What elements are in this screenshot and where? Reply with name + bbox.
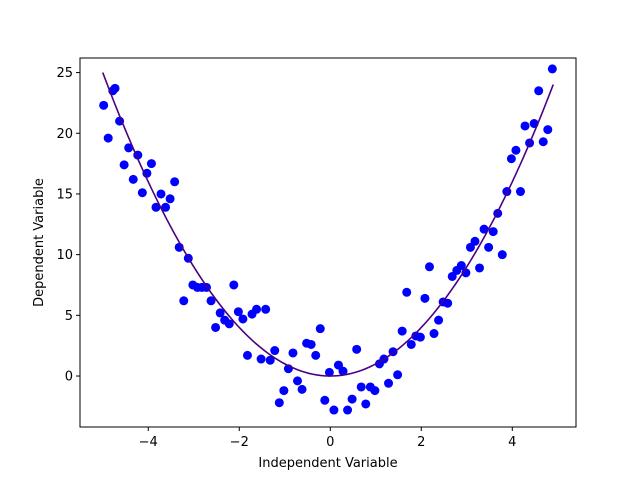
data-point (520, 121, 530, 131)
data-point (288, 348, 298, 358)
data-point (320, 395, 330, 405)
data-point (161, 202, 171, 212)
data-point (511, 145, 521, 155)
x-tick-label: 4 (508, 435, 516, 450)
data-point (488, 227, 498, 237)
data-point (261, 304, 271, 314)
data-point (315, 324, 325, 334)
data-point (156, 189, 166, 199)
data-point (402, 287, 412, 297)
data-point (479, 224, 489, 234)
data-point (443, 298, 453, 308)
data-point (384, 378, 394, 388)
data-point (103, 133, 113, 143)
x-axis-label: Independent Variable (258, 456, 397, 471)
data-point (99, 100, 109, 110)
data-point (506, 154, 516, 164)
data-point (146, 159, 156, 169)
data-point (338, 366, 348, 376)
data-point (356, 382, 366, 392)
data-layer (99, 64, 557, 415)
data-point (119, 160, 129, 170)
data-point (311, 350, 321, 360)
data-point (179, 296, 189, 306)
data-point (211, 322, 221, 332)
data-point (420, 293, 430, 303)
data-point (274, 398, 284, 408)
data-point (475, 263, 485, 273)
data-point (279, 386, 289, 396)
data-point (233, 307, 243, 317)
data-point (343, 405, 353, 415)
data-point (128, 174, 138, 184)
data-point (484, 242, 494, 252)
data-point (206, 296, 216, 306)
data-point (306, 339, 316, 349)
data-point (352, 344, 362, 354)
data-point (434, 315, 444, 325)
data-point (137, 188, 147, 198)
data-point (238, 314, 248, 324)
data-point (370, 386, 380, 396)
data-point (424, 262, 434, 272)
y-tick-label: 0 (65, 370, 73, 385)
data-point (170, 177, 180, 187)
data-point (224, 319, 234, 329)
data-point (324, 367, 334, 377)
data-point (470, 236, 480, 246)
fit-curve-line (102, 72, 554, 377)
y-tick-label: 10 (56, 248, 73, 263)
data-point (270, 346, 280, 356)
axes-frame (79, 57, 577, 428)
data-point (242, 350, 252, 360)
x-tick-label: 0 (326, 435, 334, 450)
data-point (293, 376, 303, 386)
data-point (415, 332, 425, 342)
x-tick-label: 2 (417, 435, 425, 450)
y-tick-label: 20 (56, 127, 73, 142)
data-point (397, 326, 407, 336)
data-point (215, 308, 225, 318)
x-tick-label: −4 (139, 435, 158, 450)
data-point (124, 143, 134, 153)
data-point (151, 202, 161, 212)
x-tick-label: −2 (230, 435, 249, 450)
data-point (165, 194, 175, 204)
data-point (297, 384, 307, 394)
y-tick-label: 15 (56, 187, 73, 202)
data-point (456, 261, 466, 271)
tick-layer: −4 −2 0 2 4 0 5 10 15 20 25 (56, 66, 516, 450)
data-point (110, 83, 120, 93)
data-point (543, 125, 553, 135)
y-axis-label: Dependent Variable (32, 178, 47, 307)
data-point (515, 187, 525, 197)
data-point (538, 137, 548, 147)
data-point (497, 250, 507, 260)
data-point (534, 86, 544, 96)
data-point (406, 339, 416, 349)
data-point (265, 355, 275, 365)
y-tick-label: 25 (56, 66, 73, 81)
data-point (347, 394, 357, 404)
data-point (393, 370, 403, 380)
data-point (329, 405, 339, 415)
data-point (361, 399, 371, 409)
data-point (547, 64, 557, 74)
data-point (229, 280, 239, 290)
y-tick-label: 5 (65, 309, 73, 324)
data-point (429, 329, 439, 339)
data-point (256, 354, 266, 364)
data-point (252, 304, 262, 314)
